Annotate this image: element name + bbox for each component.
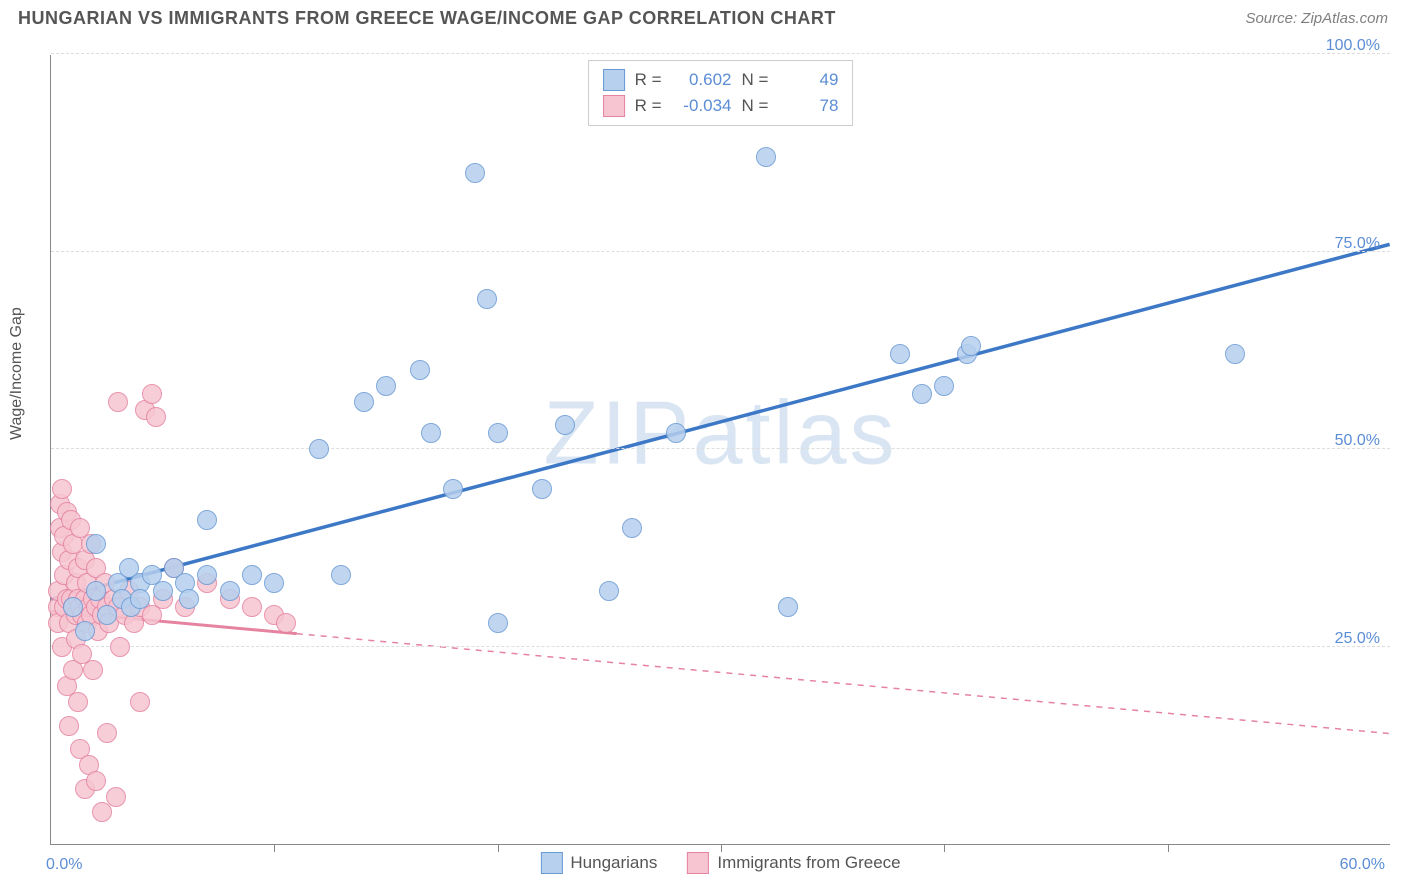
chart-title: HUNGARIAN VS IMMIGRANTS FROM GREECE WAGE… xyxy=(18,8,836,29)
y-tick-label: 50.0% xyxy=(1335,432,1380,450)
data-point-greece xyxy=(83,660,103,680)
y-tick-label: 100.0% xyxy=(1326,37,1380,55)
data-point-hungarians xyxy=(376,376,396,396)
data-point-hungarians xyxy=(465,163,485,183)
n-label: N = xyxy=(742,70,769,90)
data-point-hungarians xyxy=(179,589,199,609)
data-point-hungarians xyxy=(443,479,463,499)
chart-plot-area: ZIPatlas R = 0.602 N = 49 R = -0.034 N =… xyxy=(50,55,1390,845)
data-point-greece xyxy=(59,716,79,736)
data-point-hungarians xyxy=(1225,344,1245,364)
data-point-greece xyxy=(276,613,296,633)
data-point-hungarians xyxy=(75,621,95,641)
n-value: 78 xyxy=(778,96,838,116)
data-point-hungarians xyxy=(242,565,262,585)
data-point-hungarians xyxy=(220,581,240,601)
data-point-hungarians xyxy=(130,589,150,609)
data-point-greece xyxy=(108,392,128,412)
trend-lines xyxy=(51,55,1390,844)
gridline xyxy=(51,448,1390,449)
swatch-hungarians xyxy=(540,852,562,874)
stats-row-hungarians: R = 0.602 N = 49 xyxy=(603,67,839,93)
swatch-greece xyxy=(603,95,625,117)
data-point-hungarians xyxy=(890,344,910,364)
data-point-hungarians xyxy=(197,510,217,530)
data-point-hungarians xyxy=(331,565,351,585)
x-tick xyxy=(1168,844,1169,852)
data-point-hungarians xyxy=(666,423,686,443)
data-point-hungarians xyxy=(488,613,508,633)
data-point-hungarians xyxy=(264,573,284,593)
data-point-hungarians xyxy=(756,147,776,167)
data-point-hungarians xyxy=(354,392,374,412)
data-point-hungarians xyxy=(599,581,619,601)
data-point-greece xyxy=(92,802,112,822)
data-point-greece xyxy=(142,384,162,404)
data-point-hungarians xyxy=(86,534,106,554)
data-point-hungarians xyxy=(86,581,106,601)
data-point-greece xyxy=(86,771,106,791)
n-value: 49 xyxy=(778,70,838,90)
x-tick-max: 60.0% xyxy=(1340,856,1385,874)
data-point-greece xyxy=(68,692,88,712)
data-point-greece xyxy=(52,479,72,499)
legend-label: Immigrants from Greece xyxy=(717,853,900,873)
data-point-hungarians xyxy=(197,565,217,585)
y-tick-label: 75.0% xyxy=(1335,235,1380,253)
r-label: R = xyxy=(635,96,662,116)
data-point-hungarians xyxy=(410,360,430,380)
data-point-hungarians xyxy=(477,289,497,309)
gridline xyxy=(51,251,1390,252)
data-point-hungarians xyxy=(153,581,173,601)
x-tick-min: 0.0% xyxy=(46,856,82,874)
gridline xyxy=(51,646,1390,647)
data-point-hungarians xyxy=(97,605,117,625)
data-point-hungarians xyxy=(488,423,508,443)
legend-label: Hungarians xyxy=(570,853,657,873)
x-tick xyxy=(274,844,275,852)
data-point-hungarians xyxy=(912,384,932,404)
data-point-greece xyxy=(97,723,117,743)
r-value: -0.034 xyxy=(672,96,732,116)
x-tick xyxy=(944,844,945,852)
watermark: ZIPatlas xyxy=(543,382,897,485)
x-tick xyxy=(498,844,499,852)
data-point-hungarians xyxy=(622,518,642,538)
data-point-hungarians xyxy=(421,423,441,443)
r-label: R = xyxy=(635,70,662,90)
data-point-hungarians xyxy=(309,439,329,459)
data-point-hungarians xyxy=(63,597,83,617)
bottom-legend: Hungarians Immigrants from Greece xyxy=(540,852,900,874)
data-point-hungarians xyxy=(532,479,552,499)
data-point-hungarians xyxy=(961,336,981,356)
stats-legend: R = 0.602 N = 49 R = -0.034 N = 78 xyxy=(588,60,854,126)
swatch-hungarians xyxy=(603,69,625,91)
data-point-greece xyxy=(242,597,262,617)
y-axis-label: Wage/Income Gap xyxy=(8,307,26,440)
legend-item-hungarians: Hungarians xyxy=(540,852,657,874)
data-point-greece xyxy=(146,407,166,427)
y-tick-label: 25.0% xyxy=(1335,630,1380,648)
data-point-greece xyxy=(110,637,130,657)
stats-row-greece: R = -0.034 N = 78 xyxy=(603,93,839,119)
data-point-greece xyxy=(106,787,126,807)
data-point-hungarians xyxy=(555,415,575,435)
legend-item-greece: Immigrants from Greece xyxy=(687,852,900,874)
source-label: Source: ZipAtlas.com xyxy=(1245,10,1388,27)
gridline xyxy=(51,53,1390,54)
x-tick xyxy=(721,844,722,852)
data-point-greece xyxy=(130,692,150,712)
swatch-greece xyxy=(687,852,709,874)
data-point-hungarians xyxy=(934,376,954,396)
data-point-hungarians xyxy=(778,597,798,617)
r-value: 0.602 xyxy=(672,70,732,90)
n-label: N = xyxy=(742,96,769,116)
